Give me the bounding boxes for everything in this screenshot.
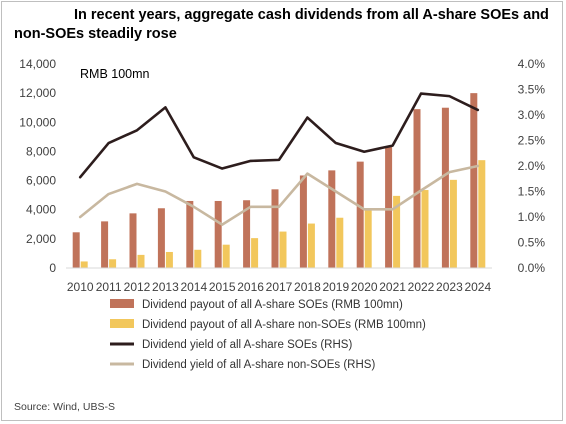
- x-axis-tick-label: 2024: [464, 280, 491, 294]
- x-axis-tick-label: 2012: [124, 280, 151, 294]
- line-nonsoe-yield: [78, 164, 480, 226]
- bar-nonsoe-payout: [364, 208, 372, 268]
- chart-title-line-2: non-SOEs steadily rose: [14, 26, 177, 42]
- bar-soe-payout: [299, 175, 307, 268]
- bar-nonsoe-payout: [80, 261, 88, 268]
- bar-nonsoe-payout: [137, 254, 145, 268]
- source-note: Source: Wind, UBS-S: [14, 401, 115, 413]
- bar-nonsoe-payout: [393, 195, 401, 268]
- bar-nonsoe-payout: [222, 244, 230, 268]
- bar-soe-payout: [470, 93, 478, 269]
- left-axis-tick-label: 14,000: [19, 57, 56, 71]
- right-axis-tick-label: 2.5%: [518, 134, 546, 148]
- x-axis-tick-label: 2023: [436, 280, 463, 294]
- legend: Dividend payout of all A-share SOEs (RMB…: [110, 299, 426, 371]
- left-axis-tick-label: 2,000: [26, 232, 56, 246]
- x-axis-tick-label: 2020: [351, 280, 378, 294]
- legend-label: Dividend payout of all A-share non-SOEs …: [142, 319, 426, 331]
- bar-soe-payout: [186, 200, 194, 268]
- left-axis-tick-label: 0: [49, 261, 56, 275]
- legend-label: Dividend payout of all A-share SOEs (RMB…: [142, 299, 403, 311]
- lines-group: [78, 92, 480, 226]
- legend-swatch: [110, 299, 134, 308]
- right-axis-tick-label: 0.0%: [518, 261, 546, 275]
- line-soe-yield: [78, 92, 480, 179]
- x-axis-tick-label: 2017: [266, 280, 293, 294]
- bar-nonsoe-payout: [336, 217, 344, 268]
- bar-nonsoe-payout: [307, 223, 315, 268]
- x-axis-tick-label: 2018: [294, 280, 321, 294]
- bar-soe-payout: [72, 232, 80, 268]
- left-axis-tick-label: 4,000: [26, 203, 56, 217]
- legend-swatch: [110, 319, 134, 328]
- right-axis-tick-label: 1.0%: [518, 210, 546, 224]
- bars-group: [72, 93, 486, 269]
- bar-soe-payout: [356, 161, 364, 268]
- right-axis-tick-label: 3.0%: [518, 108, 546, 122]
- right-axis-ticks: 0.0% 0.5% 1.0% 1.5% 2.0% 2.5% 3.0% 3.5% 4.0%: [518, 57, 546, 275]
- bar-soe-payout: [214, 200, 222, 268]
- bar-soe-payout: [101, 221, 109, 268]
- bar-soe-payout: [271, 189, 279, 268]
- x-axis-tick-label: 2016: [237, 280, 264, 294]
- bar-soe-payout: [129, 213, 137, 268]
- right-axis-tick-label: 3.5%: [518, 83, 546, 97]
- legend-label: Dividend yield of all A-share non-SOEs (…: [142, 359, 375, 371]
- left-axis-ticks: 0 2,000 4,000 6,000 8,000 10,000 12,000 14,000: [19, 57, 56, 275]
- bar-nonsoe-payout: [109, 259, 117, 268]
- bar-nonsoe-payout: [421, 190, 429, 268]
- left-axis-tick-label: 8,000: [26, 144, 56, 158]
- unit-label: RMB 100mn: [80, 67, 150, 81]
- x-axis-tick-label: 2014: [180, 280, 207, 294]
- bar-soe-payout: [441, 107, 449, 268]
- right-axis-tick-label: 0.5%: [518, 236, 546, 250]
- chart-title: In recent years, aggregate cash dividend…: [14, 6, 554, 44]
- bar-soe-payout: [328, 170, 336, 268]
- legend-label: Dividend yield of all A-share SOEs (RHS): [142, 339, 352, 351]
- bar-nonsoe-payout: [449, 179, 457, 268]
- left-axis-tick-label: 10,000: [19, 115, 56, 129]
- x-axis-tick-label: 2015: [209, 280, 236, 294]
- chart-title-line-1: In recent years, aggregate cash dividend…: [74, 7, 549, 23]
- x-axis-tick-label: 2019: [322, 280, 349, 294]
- bar-nonsoe-payout: [478, 160, 486, 268]
- bar-nonsoe-payout: [165, 251, 173, 268]
- bar-nonsoe-payout: [279, 231, 287, 268]
- x-axis-tick-label: 2021: [379, 280, 406, 294]
- bar-soe-payout: [385, 147, 393, 268]
- bar-soe-payout: [243, 200, 251, 268]
- bar-nonsoe-payout: [194, 249, 202, 268]
- left-axis-tick-label: 6,000: [26, 174, 56, 188]
- x-axis-tick-label: 2013: [152, 280, 179, 294]
- right-axis-tick-label: 4.0%: [518, 57, 546, 71]
- x-axis-tick-label: 2010: [67, 280, 94, 294]
- left-axis-tick-label: 12,000: [19, 86, 56, 100]
- bar-soe-payout: [413, 109, 421, 269]
- x-axis-tick-label: 2022: [408, 280, 435, 294]
- x-axis-ticks: 2010 2011 2012 2013 2014 2015 2016 2017 2018 2019…: [67, 280, 492, 294]
- right-axis-tick-label: 2.0%: [518, 159, 546, 173]
- bar-nonsoe-payout: [251, 238, 259, 268]
- bar-soe-payout: [157, 208, 165, 268]
- right-axis-tick-label: 1.5%: [518, 185, 546, 199]
- x-axis-tick-label: 2011: [96, 280, 122, 294]
